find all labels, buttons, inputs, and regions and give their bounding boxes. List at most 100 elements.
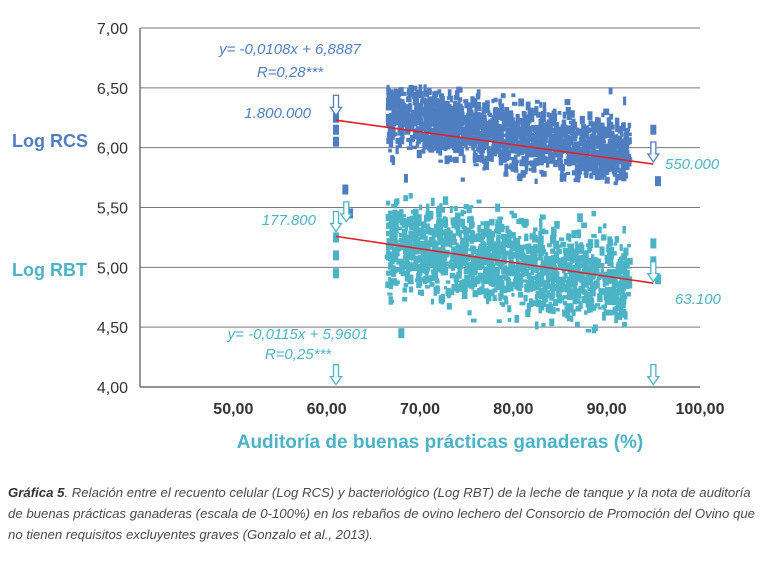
rcs-point <box>395 145 399 155</box>
rbt-point <box>562 294 568 300</box>
rcs-point <box>481 114 486 123</box>
rcs-point <box>529 134 536 142</box>
rbt-point <box>333 232 339 243</box>
rbt-point <box>400 260 407 265</box>
rcs-point <box>509 122 513 131</box>
rcs-point <box>395 92 400 96</box>
rbt-point <box>480 228 487 238</box>
rcs-point <box>507 149 511 159</box>
rcs-point <box>572 121 578 130</box>
rcs-point <box>400 102 407 110</box>
rcs-point <box>456 86 462 93</box>
rbt-point <box>602 272 606 281</box>
chart-area: 4,00 4,50 5,00 5,50 6,00 6,50 7,00 50,00 60,00 70… <box>12 21 725 453</box>
rbt-point <box>441 237 448 242</box>
rbt-point <box>408 192 413 199</box>
rcs-point <box>430 114 434 119</box>
rbt-point <box>466 227 471 234</box>
rbt-point <box>426 240 432 245</box>
rcs-point <box>587 144 594 150</box>
rbt-point <box>610 293 616 303</box>
rbt-point <box>473 257 478 261</box>
rcs-point <box>460 132 466 138</box>
rcs-point <box>481 106 487 115</box>
rbt-point <box>498 217 503 227</box>
annotation-rbt-end: 63.100 <box>675 291 722 308</box>
rcs-point <box>422 135 427 144</box>
rcs-point <box>548 150 552 158</box>
rcs-point <box>434 90 439 98</box>
rcs-point <box>428 97 435 103</box>
rbt-point <box>460 218 466 228</box>
rbt-point <box>606 244 610 253</box>
rbt-point <box>606 268 612 275</box>
rcs-point <box>414 135 418 139</box>
rbt-point <box>476 199 482 204</box>
rbt-point <box>599 249 605 256</box>
rcs-point <box>482 102 486 112</box>
rcs-point <box>466 111 472 118</box>
rbt-point <box>445 280 451 284</box>
series-label-log-rcs: Log RCS <box>12 131 88 151</box>
rbt-point <box>609 278 614 282</box>
rbt-point <box>483 288 489 297</box>
rcs-point <box>504 145 510 154</box>
rcs-point <box>421 108 426 113</box>
rcs-point <box>415 91 422 99</box>
rbt-point <box>423 267 430 274</box>
rbt-point <box>431 270 437 274</box>
rcs-point <box>409 117 415 127</box>
rbt-point <box>557 285 564 293</box>
rcs-point <box>506 156 512 160</box>
rcs-point <box>474 105 478 114</box>
rcs-point <box>601 129 608 135</box>
rbt-point <box>385 213 392 221</box>
rcs-point <box>422 143 426 150</box>
rbt-point <box>511 243 518 252</box>
rbt-point <box>613 242 618 246</box>
rcs-point <box>391 95 397 102</box>
rbt-point <box>472 250 479 255</box>
rbt-point <box>486 228 492 236</box>
rcs-point <box>457 144 463 149</box>
y-tick-label: 6,00 <box>97 141 128 158</box>
rbt-point <box>451 223 456 229</box>
rbt-point <box>534 294 539 300</box>
text-labels: 4,00 4,50 5,00 5,50 6,00 6,50 7,00 50,00 60,00 70… <box>12 21 725 453</box>
rcs-point <box>474 129 480 136</box>
rbt-point <box>455 226 461 234</box>
rbt-point <box>460 255 466 263</box>
rcs-point <box>498 153 503 158</box>
series-log-rbt-points <box>333 192 661 339</box>
rcs-point <box>590 124 597 132</box>
rbt-point <box>528 278 535 285</box>
rbt-point <box>406 216 410 221</box>
rbt-point <box>484 267 490 274</box>
rbt-point <box>578 273 583 283</box>
rbt-point <box>431 243 436 251</box>
rcs-point <box>569 110 575 118</box>
rbt-point <box>552 307 556 315</box>
rcs-point <box>538 124 544 134</box>
rbt-point <box>608 297 612 305</box>
rbt-point <box>442 196 449 205</box>
rbt-point <box>536 237 540 244</box>
rbt-point <box>604 299 609 305</box>
rbt-point <box>427 244 431 251</box>
rbt-point <box>458 284 464 292</box>
rcs-point <box>519 161 525 165</box>
rcs-point <box>578 165 584 170</box>
rcs-point <box>426 113 431 122</box>
rcs-point <box>655 176 661 187</box>
rcs-point <box>564 129 571 135</box>
rbt-point <box>571 230 577 239</box>
rcs-point <box>565 106 571 115</box>
rcs-point <box>524 139 529 146</box>
rbt-point <box>545 304 551 310</box>
rcs-point <box>455 107 462 112</box>
rbt-point <box>494 286 498 293</box>
rbt-point <box>481 280 485 289</box>
rbt-point <box>587 305 593 313</box>
rcs-point <box>458 139 464 145</box>
rbt-point <box>417 263 422 272</box>
